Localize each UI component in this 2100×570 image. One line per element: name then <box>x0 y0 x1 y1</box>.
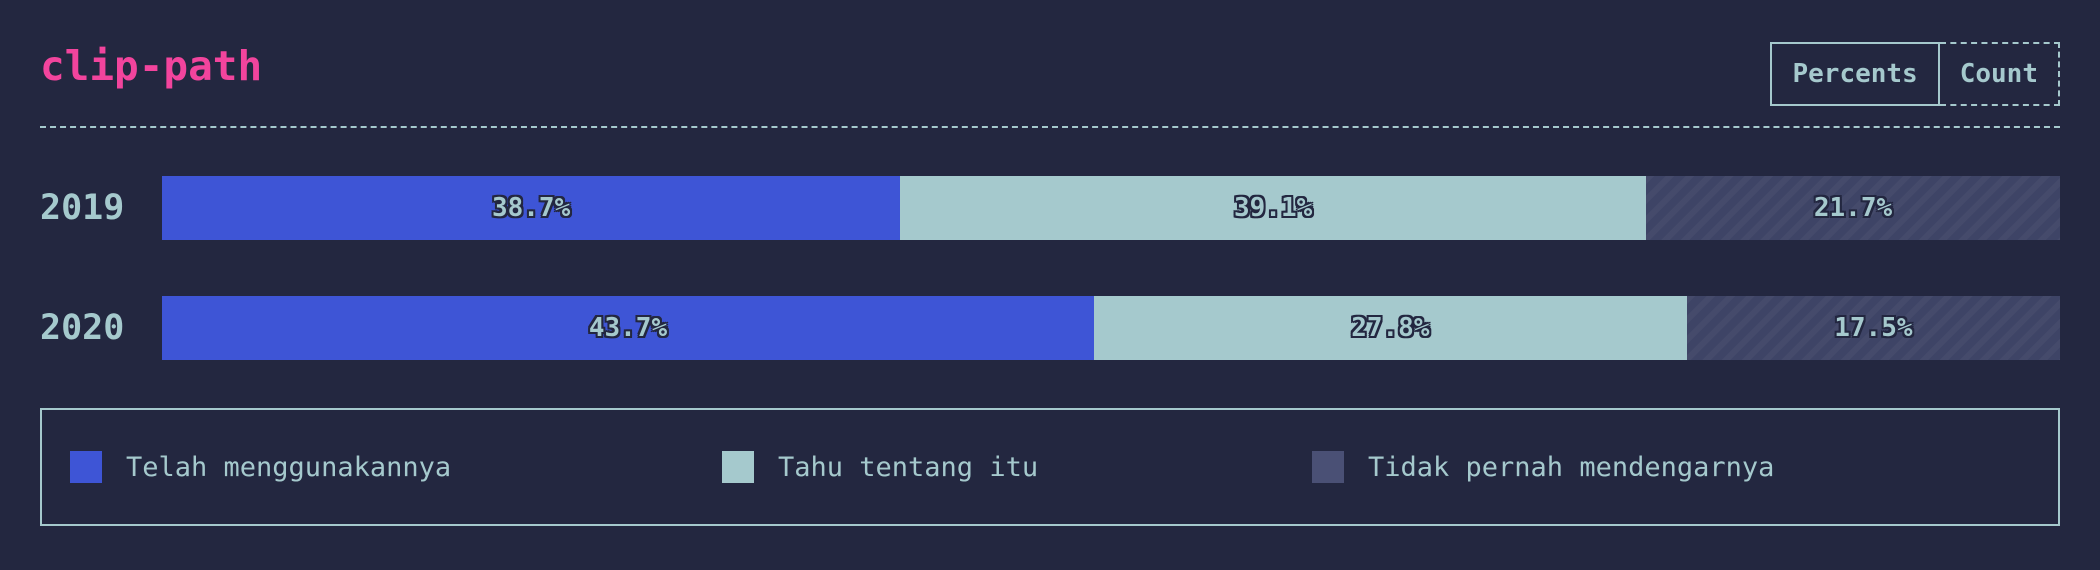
bar-segment[interactable]: 27.8% <box>1093 296 1687 360</box>
legend-swatch <box>70 451 102 483</box>
legend-item[interactable]: Tahu tentang itu <box>722 410 1038 524</box>
data-label: 39.1% <box>1233 193 1313 223</box>
view-toggle: Percents Count <box>1770 42 2060 106</box>
stacked-bar: 38.7% 39.1% 21.7% <box>162 176 2060 240</box>
legend: Telah menggunakannya Tahu tentang itu Tida… <box>40 408 2060 526</box>
bar-segment[interactable]: 38.7% <box>162 176 901 240</box>
count-button[interactable]: Count <box>1939 42 2060 106</box>
chart-title: clip-path <box>40 42 263 90</box>
legend-label: Telah menggunakannya <box>126 451 452 483</box>
bar-row-2020: 2020 43.7% 27.8% 17.5% <box>40 296 2060 360</box>
legend-item[interactable]: Tidak pernah mendengarnya <box>1312 410 1774 524</box>
legend-label: Tahu tentang itu <box>778 451 1039 483</box>
data-label: 38.7% <box>491 193 571 223</box>
title-divider <box>40 126 2060 128</box>
bar-segment[interactable]: 17.5% <box>1686 296 2060 360</box>
category-label: 2019 <box>40 188 125 228</box>
legend-label: Tidak pernah mendengarnya <box>1368 451 1775 483</box>
legend-item[interactable]: Telah menggunakannya <box>70 410 451 524</box>
data-label: 43.7% <box>588 313 668 343</box>
bar-segment[interactable]: 43.7% <box>162 296 1094 360</box>
data-label: 27.8% <box>1351 313 1430 343</box>
bar-segment[interactable]: 21.7% <box>1646 176 2060 240</box>
legend-swatch <box>1312 451 1344 483</box>
data-label: 21.7% <box>1813 193 1893 223</box>
legend-swatch <box>722 451 754 483</box>
category-label: 2020 <box>40 308 125 348</box>
percents-button[interactable]: Percents <box>1770 42 1940 106</box>
data-label: 17.5% <box>1834 313 1913 343</box>
stacked-bar: 43.7% 27.8% 17.5% <box>162 296 2060 360</box>
bar-segment[interactable]: 39.1% <box>900 176 1647 240</box>
bar-row-2019: 2019 38.7% 39.1% 21.7% <box>40 176 2060 240</box>
